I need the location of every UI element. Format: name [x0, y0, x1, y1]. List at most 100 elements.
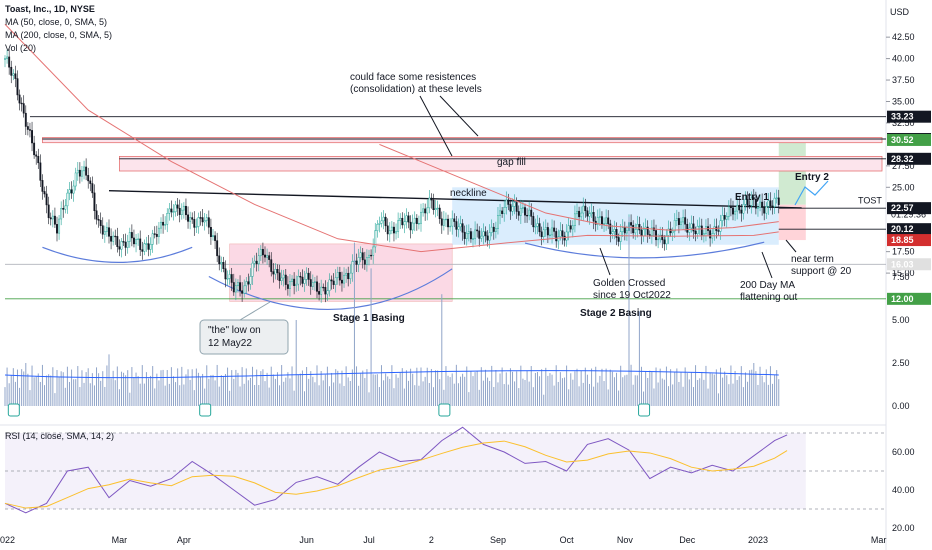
price-candle — [503, 207, 506, 214]
price-candle — [43, 191, 46, 195]
price-candle — [176, 204, 179, 209]
price-candle — [20, 102, 23, 105]
stop-loss-zone — [778, 204, 806, 241]
rsi-legend[interactable]: RSI (14, close, SMA, 14, 2) — [5, 431, 115, 441]
price-candle — [14, 73, 17, 79]
price-candle — [546, 227, 549, 236]
price-candle — [81, 170, 83, 177]
resistance-arrow — [419, 95, 453, 157]
price-candle — [729, 206, 732, 208]
price-candle — [673, 220, 676, 232]
volume-legend[interactable]: Vol (20) — [5, 43, 37, 53]
price-candle — [343, 274, 345, 284]
price-candle — [611, 231, 614, 234]
price-candle — [634, 229, 637, 234]
price-candle — [734, 210, 737, 215]
price-candle — [359, 252, 362, 258]
price-candle — [212, 235, 214, 237]
price-candle — [253, 260, 256, 264]
price-tag-bg — [887, 133, 931, 146]
time-tick-label: 2023 — [748, 535, 768, 545]
price-candle — [463, 231, 466, 239]
price-candle — [757, 207, 759, 209]
price-candle — [133, 237, 135, 245]
price-candle — [195, 226, 198, 228]
price-candle — [162, 221, 165, 226]
price-candle — [49, 217, 52, 220]
price-candle — [66, 192, 69, 207]
price-candle — [39, 162, 42, 181]
symbol-legend[interactable]: Toast, Inc., 1D, NYSE — [5, 4, 95, 14]
price-candle — [534, 226, 537, 228]
price-candle — [209, 227, 212, 237]
price-candle — [216, 240, 219, 257]
ma50-legend[interactable]: MA (50, close, 0, SMA, 5) — [5, 17, 108, 27]
price-candle — [286, 284, 289, 289]
price-candle — [434, 208, 437, 211]
price-candle — [145, 243, 148, 245]
price-candle — [598, 216, 601, 218]
price-candle — [465, 233, 468, 239]
price-candle — [249, 276, 252, 285]
price-candle — [318, 291, 321, 295]
price-candle — [376, 224, 379, 231]
price-candle — [442, 219, 445, 226]
price-candle — [480, 235, 483, 239]
price-candle — [26, 126, 29, 130]
price-candle — [349, 272, 352, 280]
price-candle — [301, 276, 304, 284]
price-candle — [571, 225, 574, 230]
price-candle — [576, 210, 578, 215]
price-candle — [524, 207, 526, 216]
low-callout-pointer — [239, 301, 271, 321]
price-candle — [399, 217, 402, 221]
price-candle — [261, 249, 264, 256]
price-candle — [511, 206, 514, 212]
price-candle — [544, 227, 547, 231]
price-candle — [538, 223, 541, 233]
price-candle — [320, 286, 323, 295]
price-candle — [112, 235, 115, 242]
price-candle — [686, 223, 689, 233]
ma200-legend[interactable]: MA (200, close, 0, SMA, 5) — [5, 30, 113, 40]
price-candle — [665, 235, 668, 245]
price-candle — [698, 225, 701, 227]
price-candle — [636, 224, 639, 230]
price-candle — [777, 197, 780, 205]
price-candle — [409, 221, 412, 231]
price-candle — [515, 202, 518, 212]
price-candle — [35, 154, 38, 157]
price-candle — [536, 223, 539, 227]
price-candle — [10, 66, 13, 76]
price-candle — [168, 208, 171, 214]
price-candle — [130, 232, 133, 239]
price-candle — [214, 235, 217, 241]
price-candle — [482, 231, 485, 237]
price-tag-label: 28.32 — [891, 154, 914, 164]
price-candle — [607, 217, 610, 225]
price-candle — [752, 197, 755, 200]
time-tick-label: Dec — [679, 535, 696, 545]
price-tick-label: 40.00 — [892, 54, 915, 64]
volume-tick-label: 7.50 — [892, 272, 910, 282]
price-candle — [401, 217, 404, 226]
price-candle — [232, 282, 235, 293]
price-candle — [330, 279, 333, 282]
price-tag-bg — [887, 152, 931, 165]
price-candle — [390, 226, 393, 231]
price-candle — [178, 207, 181, 215]
price-candle — [740, 209, 743, 214]
price-candle — [29, 129, 31, 131]
price-candle — [124, 241, 127, 248]
price-tick-label: 35.00 — [892, 97, 915, 107]
price-candle — [322, 286, 325, 289]
price-tag-label: 30.52 — [891, 135, 914, 145]
price-candle — [727, 206, 730, 217]
price-tag-bg — [887, 258, 931, 271]
price-tag-label: 12.00 — [891, 294, 914, 304]
price-candle — [596, 217, 599, 225]
price-candle — [657, 238, 660, 241]
price-candle — [694, 230, 697, 235]
price-candle — [222, 262, 225, 269]
price-candle — [289, 281, 291, 289]
